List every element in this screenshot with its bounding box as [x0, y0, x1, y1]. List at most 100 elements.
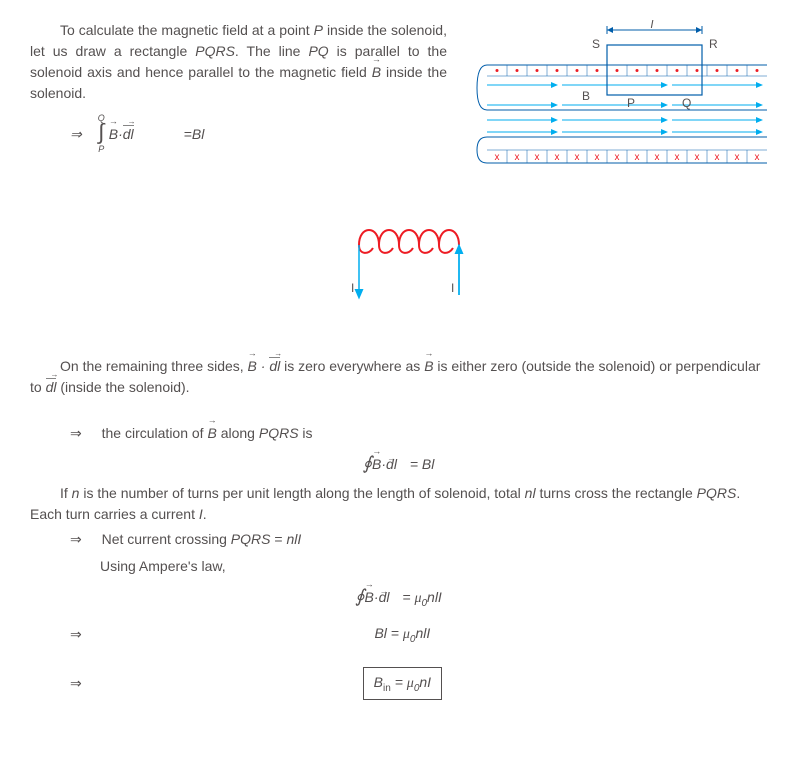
nI: nI: [419, 674, 431, 690]
equation-step2: ⇒ Bl = μ0nlI: [30, 617, 767, 653]
rect-PQRS: PQRS: [195, 43, 235, 59]
oint-symbol: ∮: [355, 586, 364, 606]
svg-text:x: x: [655, 152, 660, 163]
vector-dl: dl: [269, 356, 280, 377]
equals: =: [184, 124, 192, 145]
svg-text:x: x: [575, 152, 580, 163]
integral-sign: ∫: [98, 121, 104, 143]
point-P: P: [314, 22, 323, 38]
current-in-x: x x x x x x x x x x x x x x: [487, 150, 767, 163]
svg-text:x: x: [735, 152, 740, 163]
implies-symbol: ⇒: [70, 124, 82, 145]
int-lower: P: [98, 145, 104, 154]
text: . The line: [235, 43, 309, 59]
nlI: nlI: [415, 625, 430, 641]
svg-text:x: x: [555, 152, 560, 163]
rhs-Bl: Bl: [192, 124, 204, 145]
coil-figure: I I: [30, 210, 767, 316]
equals: =: [387, 625, 403, 641]
vector-B: B: [372, 62, 381, 83]
equals: =: [391, 674, 407, 690]
svg-text:x: x: [595, 152, 600, 163]
svg-text:x: x: [675, 152, 680, 163]
equation-1: ⇒ Q ∫ P B · dl = Bl: [70, 114, 447, 154]
label-R: R: [709, 37, 718, 51]
var-nl: nl: [525, 485, 536, 501]
l-label: l: [651, 20, 654, 31]
integral-icon: Q ∫ P: [98, 114, 105, 154]
PQRS: PQRS: [697, 485, 737, 501]
sub-in: in: [383, 682, 391, 693]
svg-text:x: x: [495, 152, 500, 163]
circulation-line: ⇒ the circulation of B along PQRS is: [70, 423, 767, 444]
rhs-Bl: Bl: [422, 456, 434, 472]
rhs-nlI: nlI: [286, 531, 301, 547]
text: Net current crossing: [102, 531, 231, 547]
text: the circulation of: [102, 425, 208, 441]
equals: =: [402, 589, 414, 605]
label-S: S: [592, 37, 600, 51]
text: along: [217, 425, 259, 441]
svg-text:x: x: [535, 152, 540, 163]
svg-text:x: x: [615, 152, 620, 163]
svg-text:x: x: [515, 152, 520, 163]
nlI: nlI: [427, 589, 442, 605]
svg-text:x: x: [695, 152, 700, 163]
mu: μ: [407, 676, 414, 691]
net-current-line: ⇒ Net current crossing PQRS = nlI: [70, 529, 767, 550]
current-out-dots: [487, 65, 767, 76]
field-lines: [487, 85, 762, 132]
implies-symbol: ⇒: [70, 531, 82, 547]
B: B: [374, 674, 383, 690]
coil-loops-icon: [359, 230, 459, 253]
vector-B: B: [424, 356, 433, 377]
coil-diagram-svg: I I: [309, 210, 489, 310]
solenoid-diagram: l: [467, 20, 767, 180]
ampere-text: Using Ampere's law,: [100, 556, 767, 577]
svg-text:x: x: [715, 152, 720, 163]
top-section: To calculate the magnetic field at a poi…: [30, 20, 767, 180]
text: .: [203, 506, 207, 522]
text: is zero everywhere as: [280, 358, 424, 374]
text: If: [60, 485, 72, 501]
text: is: [299, 425, 313, 441]
mu: μ: [403, 627, 410, 642]
intro-paragraph: To calculate the magnetic field at a poi…: [30, 20, 447, 104]
svg-text:x: x: [635, 152, 640, 163]
label-Q: Q: [682, 96, 691, 110]
intro-text: To calculate the magnetic field at a poi…: [30, 20, 447, 180]
text: turns cross the rectangle: [536, 485, 697, 501]
vector-B: B: [248, 356, 257, 377]
lhs-Bl: Bl: [374, 625, 386, 641]
line-PQ: PQ: [308, 43, 328, 59]
text: To calculate the magnetic field at a poi…: [60, 22, 314, 38]
paragraph-3: If n is the number of turns per unit len…: [30, 483, 767, 525]
implies-symbol: ⇒: [70, 425, 82, 441]
vector-dl: dl: [123, 124, 134, 145]
solenoid-figure: l: [467, 20, 767, 180]
vector-B: B: [109, 124, 118, 145]
text: On the remaining three sides,: [60, 358, 248, 374]
equation-ampere: ∮B·dl→ = μ0nlI: [30, 583, 767, 611]
PQRS: PQRS: [231, 531, 271, 547]
paragraph-2: On the remaining three sides, B · dl is …: [30, 356, 767, 398]
text: is the number of turns per unit length a…: [79, 485, 524, 501]
PQRS: PQRS: [259, 425, 299, 441]
vector-B: B: [207, 423, 216, 444]
vector-B: B: [372, 454, 381, 475]
oint-symbol: ∮: [363, 453, 372, 473]
rect-pqrs: [607, 45, 702, 95]
equation-circulation: ∮B·dl→ = Bl: [30, 450, 767, 477]
label-P: P: [627, 96, 635, 110]
equals: =: [410, 456, 422, 472]
label-I-right: I: [451, 281, 454, 295]
equals: =: [270, 531, 286, 547]
vector-dl: dl: [46, 377, 57, 398]
text: (inside the solenoid).: [56, 379, 189, 395]
svg-text:x: x: [755, 152, 760, 163]
boxed-result: Bin = μ0nI: [363, 667, 442, 701]
label-B: B: [582, 89, 590, 103]
equation-final: ⇒ Bin = μ0nI: [30, 661, 767, 707]
vector-B: B: [365, 587, 374, 608]
text: Using Ampere's law,: [100, 558, 226, 574]
